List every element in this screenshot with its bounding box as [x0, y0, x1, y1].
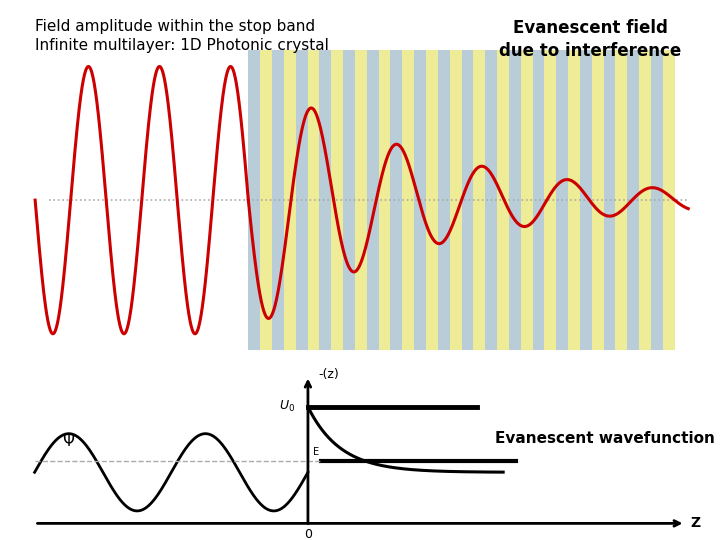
- Bar: [390, 50, 402, 350]
- Bar: [533, 50, 544, 350]
- Bar: [509, 50, 521, 350]
- Bar: [296, 50, 307, 350]
- Text: $\Psi$: $\Psi$: [62, 433, 75, 449]
- Text: 0: 0: [304, 528, 312, 540]
- Bar: [320, 50, 331, 350]
- Bar: [580, 50, 592, 350]
- Bar: [343, 50, 355, 350]
- Text: Field amplitude within the stop band
Infinite multilayer: 1D Photonic crystal: Field amplitude within the stop band Inf…: [35, 18, 329, 53]
- Text: Z: Z: [690, 516, 701, 530]
- Bar: [603, 50, 616, 350]
- Bar: [248, 50, 675, 350]
- Bar: [438, 50, 450, 350]
- Bar: [248, 50, 260, 350]
- Text: Evanescent wavefunction: Evanescent wavefunction: [495, 430, 715, 445]
- Bar: [366, 50, 379, 350]
- Bar: [462, 50, 473, 350]
- Text: Evanescent field
due to interference: Evanescent field due to interference: [499, 18, 681, 60]
- Bar: [414, 50, 426, 350]
- Bar: [627, 50, 639, 350]
- Bar: [272, 50, 284, 350]
- Text: E: E: [313, 447, 319, 457]
- Bar: [557, 50, 568, 350]
- Bar: [651, 50, 663, 350]
- Text: $U_0$: $U_0$: [279, 399, 295, 414]
- Bar: [485, 50, 497, 350]
- Text: -(z): -(z): [318, 368, 339, 381]
